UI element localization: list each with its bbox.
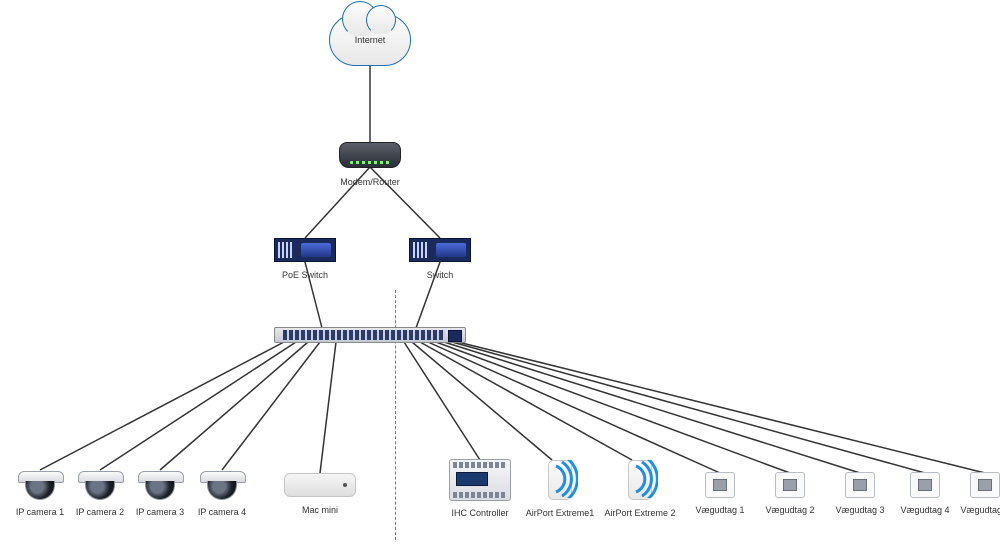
- wall-outlet-2: [775, 472, 805, 498]
- internet-label: Internet: [355, 35, 386, 45]
- ip-camera-3: [138, 471, 182, 499]
- switch-label: Switch: [427, 270, 454, 280]
- out4-label: Vægudtag 4: [900, 505, 949, 515]
- cam2-label: IP camera 2: [76, 507, 124, 517]
- wall-outlet-5: [970, 472, 1000, 498]
- wifi-waves-icon: [552, 460, 578, 498]
- wall-outlet-4: [910, 472, 940, 498]
- poe-switch: [274, 238, 336, 262]
- ihc-controller: [449, 459, 511, 501]
- ap2-label: AirPort Extreme 2: [604, 508, 675, 518]
- out3-label: Vægudtag 3: [835, 505, 884, 515]
- wifi-waves-icon: [632, 460, 658, 498]
- out5-label: Vægudtag 5: [960, 505, 1000, 515]
- cam1-label: IP camera 1: [16, 507, 64, 517]
- airport-extreme-1: [548, 460, 572, 500]
- internet-cloud: Internet: [329, 14, 411, 66]
- poe-switch-label: PoE Switch: [282, 270, 328, 280]
- ihc-label: IHC Controller: [451, 508, 508, 518]
- mac-mini: [284, 473, 356, 497]
- wall-outlet-3: [845, 472, 875, 498]
- wall-outlet-1: [705, 472, 735, 498]
- out2-label: Vægudtag 2: [765, 505, 814, 515]
- rack-switch: [274, 327, 466, 343]
- modem-label: Modem/Router: [340, 177, 400, 187]
- out1-label: Vægudtag 1: [695, 505, 744, 515]
- switch: [409, 238, 471, 262]
- modem-router: [339, 142, 401, 168]
- ip-camera-4: [200, 471, 244, 499]
- ap1-label: AirPort Extreme1: [526, 508, 595, 518]
- cam3-label: IP camera 3: [136, 507, 184, 517]
- airport-extreme-2: [628, 460, 652, 500]
- cam4-label: IP camera 4: [198, 507, 246, 517]
- ip-camera-1: [18, 471, 62, 499]
- ip-camera-2: [78, 471, 122, 499]
- macmini-label: Mac mini: [302, 505, 338, 515]
